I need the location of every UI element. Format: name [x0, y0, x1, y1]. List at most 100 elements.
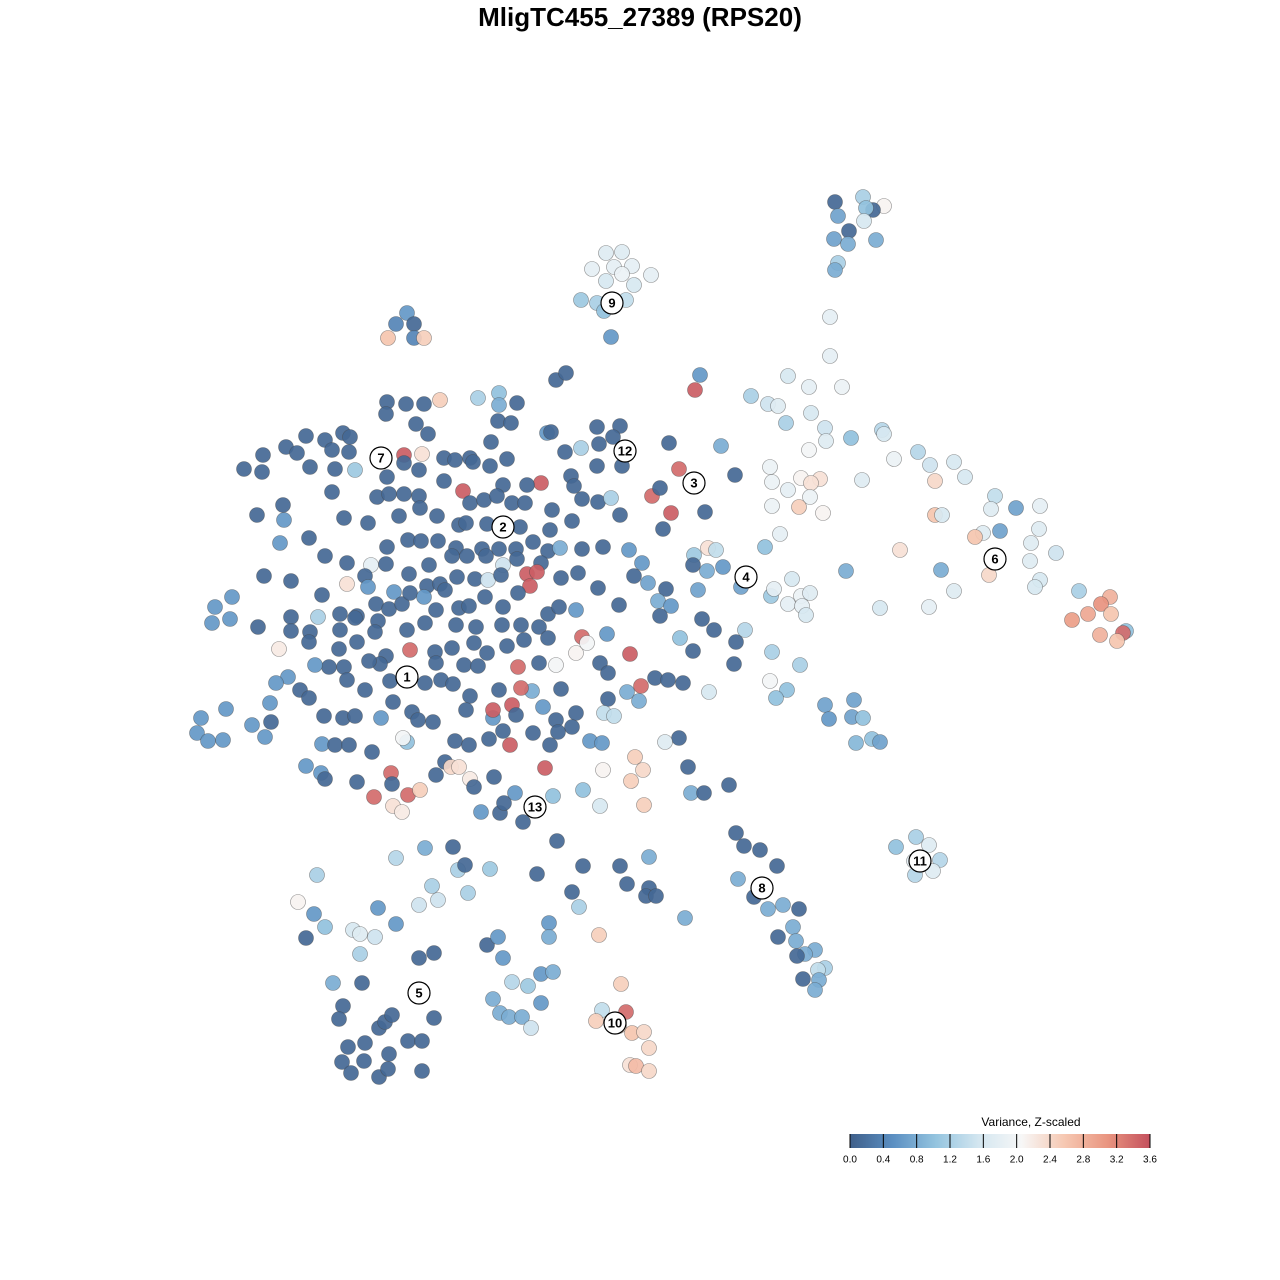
point [612, 507, 628, 523]
point [193, 710, 209, 726]
point [436, 473, 452, 489]
point [513, 680, 529, 696]
point [568, 602, 584, 618]
point [868, 232, 884, 248]
point [798, 607, 814, 623]
point [352, 946, 368, 962]
point [457, 857, 473, 873]
cluster-label: 4 [742, 569, 750, 584]
point [764, 498, 780, 514]
point [222, 611, 238, 627]
cluster-label: 9 [608, 295, 615, 310]
point [910, 444, 926, 460]
point [934, 507, 950, 523]
point [657, 734, 673, 750]
cluster-badge [734, 565, 758, 589]
point [360, 515, 376, 531]
point [401, 566, 417, 582]
point [218, 701, 234, 717]
colorbar: Variance, Z-scaled 0.0 0.4 0.8 1.2 1.6 2.0 2.4… [843, 1115, 1157, 1165]
point [268, 675, 284, 691]
point [713, 438, 729, 454]
point [779, 682, 795, 698]
point [479, 645, 495, 661]
point [491, 397, 507, 413]
point [283, 623, 299, 639]
point [236, 461, 252, 477]
point [685, 643, 701, 659]
point [207, 599, 223, 615]
point [339, 672, 355, 688]
point [568, 645, 584, 661]
point [331, 1011, 347, 1027]
point [473, 804, 489, 820]
colorbar-tick-label: 2.4 [1043, 1155, 1057, 1166]
point [314, 587, 330, 603]
point [846, 692, 862, 708]
point [1064, 612, 1080, 628]
point [548, 657, 564, 673]
point [817, 697, 833, 713]
point [542, 522, 558, 538]
point [728, 634, 744, 650]
point [566, 478, 582, 494]
point [802, 489, 818, 505]
point [298, 428, 314, 444]
point [290, 894, 306, 910]
point [357, 1035, 373, 1051]
point [276, 512, 292, 528]
point [373, 710, 389, 726]
point [752, 842, 768, 858]
point [1092, 627, 1108, 643]
point [301, 690, 317, 706]
point [822, 309, 838, 325]
point [927, 473, 943, 489]
point [324, 484, 340, 500]
cluster-badge [523, 795, 547, 819]
point [568, 705, 584, 721]
point [552, 540, 568, 556]
point [513, 617, 529, 633]
point [544, 502, 560, 518]
point [545, 964, 561, 980]
point [378, 406, 394, 422]
point [336, 510, 352, 526]
point [760, 901, 776, 917]
colorbar-bar [850, 1134, 1150, 1148]
point [737, 622, 753, 638]
point [461, 737, 477, 753]
point [400, 1033, 416, 1049]
point [764, 474, 780, 490]
cluster-label: 1 [403, 669, 410, 684]
point [481, 731, 497, 747]
point [447, 452, 463, 468]
point [619, 876, 635, 892]
point [557, 444, 573, 460]
point [778, 415, 794, 431]
colorbar-tick-label: 1.6 [976, 1155, 990, 1166]
point [584, 261, 600, 277]
point [706, 622, 722, 638]
point [588, 1013, 604, 1029]
point [380, 330, 396, 346]
point [550, 724, 566, 740]
point [1048, 545, 1064, 561]
point [496, 795, 512, 811]
point [762, 459, 778, 475]
point [728, 825, 744, 841]
point [595, 762, 611, 778]
point [402, 585, 418, 601]
point [827, 194, 843, 210]
point [600, 691, 616, 707]
point [789, 948, 805, 964]
point [826, 231, 842, 247]
point [1093, 596, 1109, 612]
point [834, 379, 850, 395]
point [876, 426, 892, 442]
point [343, 1065, 359, 1081]
point [335, 998, 351, 1014]
point [448, 617, 464, 633]
point [479, 937, 495, 953]
point [467, 571, 483, 587]
point [321, 659, 337, 675]
